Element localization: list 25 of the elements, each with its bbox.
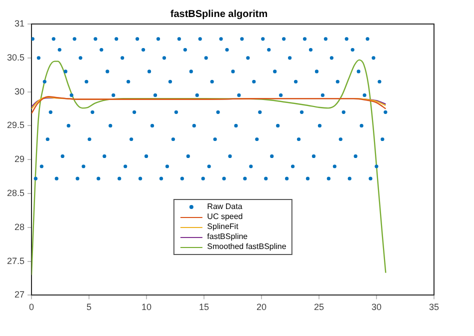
legend-label: Smoothed fastBSpline xyxy=(207,242,286,252)
y-tick-label: 28.5 xyxy=(6,188,25,198)
legend-label: SplineFit xyxy=(207,222,238,232)
line-series xyxy=(32,96,386,114)
y-tick-label: 31 xyxy=(14,18,25,28)
y-tick-label: 27.5 xyxy=(6,256,25,266)
y-tick-label: 27 xyxy=(14,290,25,300)
x-tick-label: 25 xyxy=(314,302,324,312)
legend-label: Raw Data xyxy=(207,202,242,212)
chart-title: fastBSpline algoritm xyxy=(170,8,268,20)
y-tick-label: 29.5 xyxy=(6,120,25,130)
x-tick-label: 5 xyxy=(86,302,92,312)
x-tick-label: 15 xyxy=(199,302,210,312)
y-tick-label: 30.5 xyxy=(6,52,25,62)
y-tick-label: 28 xyxy=(14,222,25,232)
line-series xyxy=(32,59,386,276)
x-tick-label: 0 xyxy=(29,302,34,312)
x-tick-label: 35 xyxy=(428,302,440,312)
legend-label: fastBSpline xyxy=(207,232,248,242)
x-tick-label: 20 xyxy=(256,302,267,312)
legend-label: UC speed xyxy=(207,212,243,222)
x-tick-label: 30 xyxy=(371,302,382,312)
y-tick-label: 30 xyxy=(14,86,25,96)
y-tick-label: 29 xyxy=(14,154,25,164)
x-tick-label: 10 xyxy=(142,302,152,312)
